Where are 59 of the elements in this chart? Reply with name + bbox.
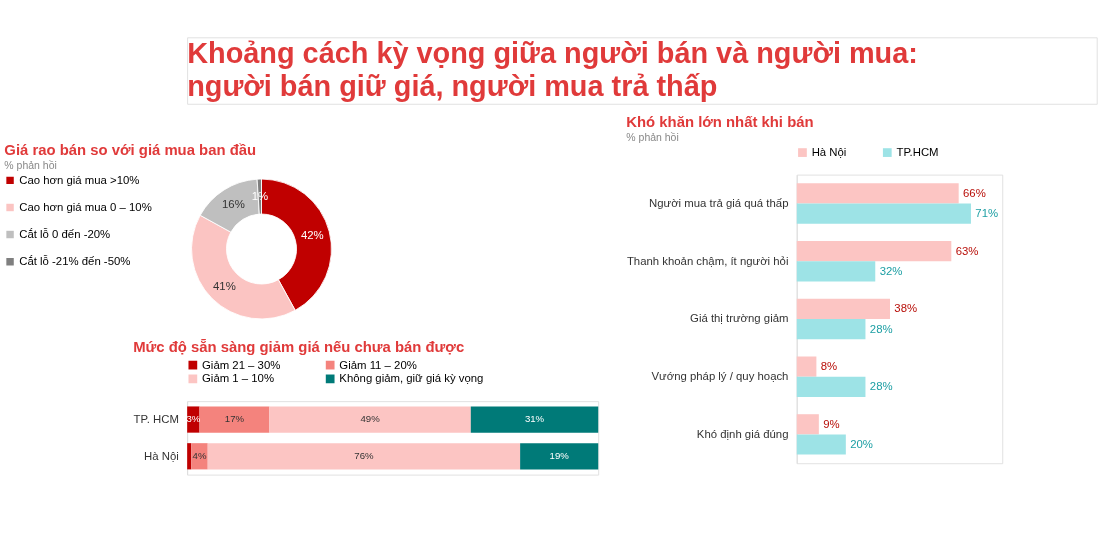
legend-label: TP.HCM [896, 146, 939, 159]
data-label: 31% [524, 413, 545, 425]
legend-label: Cao hơn giá mua >10% [19, 173, 140, 186]
data-label: 9% [823, 417, 840, 430]
bar [796, 241, 952, 262]
legend-label: Hà Nội [811, 146, 847, 159]
y-tick-label: Thanh khoản chậm, ít người hỏi [626, 254, 789, 267]
bar [520, 443, 599, 470]
bar [796, 414, 819, 435]
data-label: 49% [360, 413, 381, 425]
bar [207, 443, 521, 470]
data-label: 20% [850, 438, 873, 451]
bar [796, 298, 890, 319]
legend-label: Giảm 21 – 30% [202, 358, 281, 371]
legend-label: Cao hơn giá mua 0 – 10% [19, 200, 152, 213]
bar [269, 406, 471, 433]
chart-title: Khó khăn lớn nhất khi bán [626, 113, 814, 130]
y-tick-label: Người mua trả giá quá thấp [649, 197, 789, 210]
text: Khoảng cách kỳ vọng giữa người bán và người mua: người bán giữ giá, người mua trả thấp [187, 36, 918, 102]
data-label: 41% [213, 279, 236, 292]
chart-title: Giá rao bán so với giá mua ban đầu [4, 141, 257, 158]
data-label: 1% [251, 190, 269, 203]
data-label: 66% [963, 186, 986, 199]
bar [187, 443, 192, 470]
y-tick-label: Khó định giá đúng [696, 427, 789, 440]
data-label: 28% [869, 322, 893, 335]
bar [796, 203, 971, 224]
data-label: 76% [354, 449, 374, 461]
bar [796, 434, 846, 455]
data-label: 8% [820, 360, 838, 373]
bar [796, 183, 959, 204]
legend-label: Không giảm, giữ giá kỳ vọng [339, 372, 484, 385]
y-tick-label: Giá thị trường giảm [690, 312, 789, 325]
legend-label: Giảm 11 – 20% [339, 358, 417, 371]
data-label: 19% [549, 449, 570, 461]
y-tick-label: Vướng pháp lý / quy hoạch [651, 370, 789, 383]
data-label: 38% [894, 302, 918, 315]
data-label: 42% [300, 229, 324, 242]
chart-title: Mức độ sẵn sàng giảm giá nếu chưa bán được [133, 339, 465, 356]
legend-label: Giảm 1 – 10% [202, 372, 275, 385]
legend-label: Cắt lỗ 0 đến -20% [19, 228, 111, 241]
data-label: 28% [869, 380, 893, 393]
data-label: 3% [186, 413, 201, 425]
data-label: 16% [222, 198, 245, 211]
bar [796, 356, 817, 377]
legend-label: Cắt lỗ -21% đến -50% [19, 255, 131, 268]
bar [199, 406, 270, 433]
data-label: 63% [955, 244, 979, 257]
data-label: 71% [975, 207, 999, 220]
data-label: 32% [879, 264, 903, 277]
y-tick-label: TP. HCM [133, 413, 179, 426]
chart-subtitle: % phản hồi [4, 159, 57, 171]
bar [796, 318, 866, 340]
bar [796, 376, 866, 397]
data-label: 17% [224, 413, 245, 425]
bar [470, 406, 599, 433]
text: % phản hồi [626, 131, 679, 143]
bar [796, 261, 876, 282]
data-label: 4% [192, 449, 207, 461]
